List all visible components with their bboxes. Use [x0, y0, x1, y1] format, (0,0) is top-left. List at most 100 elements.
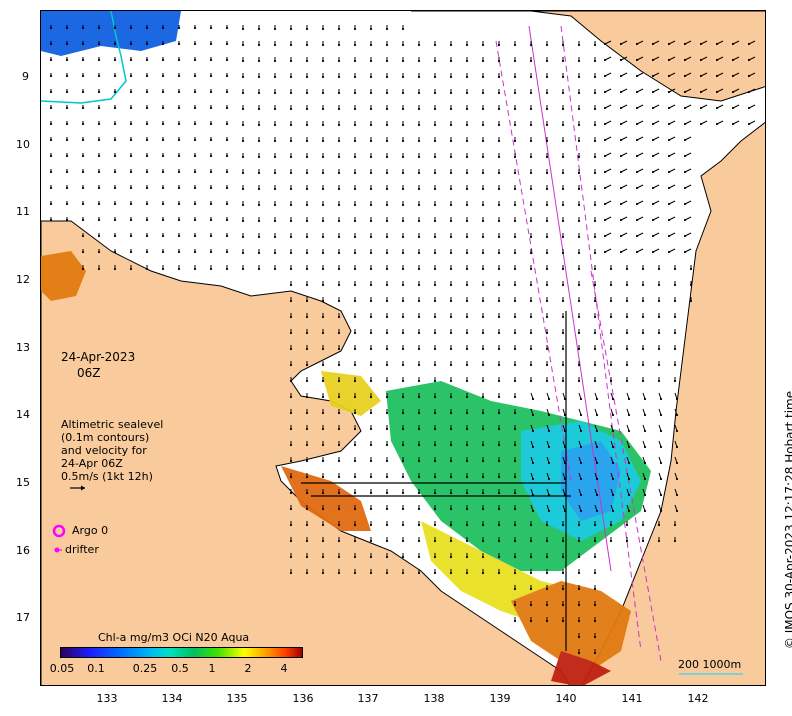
velocity-arrow-head	[625, 267, 629, 271]
velocity-arrow-head	[353, 235, 357, 239]
velocity-arrow-head	[465, 475, 469, 479]
latitude-tick-label: 16	[16, 544, 30, 557]
velocity-arrow-head	[289, 107, 293, 111]
velocity-arrow-head	[513, 155, 517, 159]
velocity-arrow-head	[659, 493, 663, 497]
velocity-arrow-head	[257, 91, 261, 95]
velocity-arrow-head	[593, 235, 597, 239]
velocity-arrow-head	[449, 203, 453, 207]
velocity-arrow-head	[113, 170, 117, 174]
velocity-arrow-head	[273, 267, 277, 271]
velocity-arrow-head	[401, 139, 405, 143]
velocity-arrow	[636, 248, 644, 253]
velocity-arrow-head	[177, 170, 181, 174]
velocity-arrow-head	[577, 107, 581, 111]
velocity-arrow-head	[289, 267, 293, 271]
velocity-arrow-head	[497, 539, 501, 543]
velocity-arrow-head	[513, 475, 517, 479]
velocity-arrow-head	[625, 347, 629, 351]
velocity-arrow-head	[481, 267, 485, 271]
velocity-arrow-head	[579, 413, 583, 417]
velocity-arrow-head	[657, 523, 661, 527]
velocity-arrow	[748, 88, 756, 93]
velocity-arrow-head	[545, 139, 549, 143]
velocity-arrow-head	[545, 379, 549, 383]
velocity-arrow-head	[145, 170, 149, 174]
velocity-arrow-head	[513, 427, 517, 431]
velocity-arrow-head	[747, 74, 751, 78]
velocity-arrow-head	[675, 397, 679, 401]
velocity-arrow-head	[689, 267, 693, 271]
velocity-arrow-head	[257, 59, 261, 63]
velocity-arrow-head	[145, 154, 149, 158]
velocity-arrow-head	[513, 235, 517, 239]
longitude-tick-label: 133	[96, 692, 118, 705]
velocity-arrow-head	[529, 555, 533, 559]
velocity-arrow-head	[641, 539, 645, 543]
velocity-arrow-head	[547, 509, 551, 513]
velocity-arrow-head	[651, 122, 655, 126]
velocity-arrow-head	[635, 42, 639, 46]
velocity-arrow-head	[497, 315, 501, 319]
velocity-arrow-head	[545, 363, 549, 367]
velocity-arrow-head	[177, 74, 181, 78]
velocity-arrow-head	[561, 283, 565, 287]
velocity-arrow-head	[321, 395, 325, 399]
chl-patch-topblue	[41, 11, 181, 56]
velocity-arrow-head	[609, 539, 613, 543]
velocity-arrow-head	[337, 347, 341, 351]
velocity-arrow-head	[683, 186, 687, 190]
velocity-arrow-head	[289, 443, 293, 447]
velocity-arrow	[620, 104, 628, 109]
velocity-arrow-head	[289, 283, 293, 287]
track-lines	[495, 25, 662, 662]
velocity-arrow-head	[513, 283, 517, 287]
velocity-arrow-head	[65, 170, 69, 174]
velocity-arrow-head	[353, 187, 357, 191]
velocity-arrow-head	[657, 331, 661, 335]
velocity-arrow	[748, 72, 756, 77]
velocity-arrow-head	[513, 187, 517, 191]
velocity-arrow-head	[81, 234, 85, 238]
velocity-arrow-head	[417, 443, 421, 447]
velocity-arrow-head	[401, 219, 405, 223]
velocity-arrow-head	[225, 106, 229, 110]
velocity-arrow-head	[675, 413, 679, 417]
velocity-arrow-head	[465, 219, 469, 223]
velocity-arrow-head	[353, 171, 357, 175]
velocity-arrow-head	[369, 299, 373, 303]
velocity-arrow-head	[321, 363, 325, 367]
velocity-arrow-head	[353, 267, 357, 271]
velocity-arrow-head	[417, 555, 421, 559]
velocity-arrow-head	[651, 234, 655, 238]
velocity-arrow-head	[577, 283, 581, 287]
velocity-arrow-head	[417, 139, 421, 143]
velocity-arrow-head	[273, 235, 277, 239]
velocity-arrow-head	[641, 267, 645, 271]
chlorophyll-layer	[41, 11, 651, 685]
velocity-arrow-head	[561, 75, 565, 79]
velocity-arrow-head	[561, 539, 565, 543]
velocity-arrow-head	[385, 539, 389, 543]
velocity-arrow-head	[337, 219, 341, 223]
velocity-arrow-head	[353, 475, 357, 479]
velocity-arrow-head	[177, 106, 181, 110]
velocity-arrow-head	[385, 427, 389, 431]
velocity-arrow-head	[401, 427, 405, 431]
velocity-arrow-head	[619, 170, 623, 174]
velocity-arrow-head	[369, 219, 373, 223]
velocity-arrow-head	[81, 106, 85, 110]
velocity-arrow-head	[577, 587, 581, 591]
velocity-arrow	[748, 104, 756, 109]
velocity-arrow-head	[593, 619, 597, 623]
velocity-arrow-head	[449, 379, 453, 383]
velocity-arrow	[700, 72, 708, 77]
velocity-arrow-head	[593, 251, 597, 255]
velocity-arrow-head	[401, 91, 405, 95]
velocity-arrow-head	[497, 491, 501, 495]
velocity-arrow-head	[257, 251, 261, 255]
velocity-arrow-head	[433, 299, 437, 303]
velocity-arrow-head	[417, 267, 421, 271]
velocity-arrow-head	[481, 315, 485, 319]
chlorophyll-colorbar	[60, 647, 303, 658]
